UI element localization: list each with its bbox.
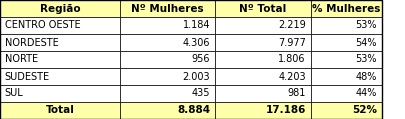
Bar [310,85,381,102]
Bar [0,85,119,102]
Bar [0,51,119,68]
Bar [310,68,381,85]
Bar [215,34,310,51]
Text: 1.184: 1.184 [182,20,210,30]
Bar [0,68,119,85]
Text: 52%: 52% [351,106,376,116]
Text: CENTRO OESTE: CENTRO OESTE [5,20,80,30]
Bar [310,51,381,68]
Text: NORDESTE: NORDESTE [5,37,58,47]
Bar [0,34,119,51]
Bar [119,85,215,102]
Text: Total: Total [45,106,74,116]
Text: 7.977: 7.977 [277,37,305,47]
Bar [310,0,381,17]
Text: 981: 981 [287,89,305,99]
Bar [119,68,215,85]
Bar [215,0,310,17]
Bar [310,34,381,51]
Text: 53%: 53% [354,20,376,30]
Text: Nº Total: Nº Total [239,3,286,13]
Text: % Mulheres: % Mulheres [311,3,379,13]
Text: NORTE: NORTE [5,55,38,64]
Bar [310,102,381,119]
Bar [0,0,119,17]
Text: Nº Mulheres: Nº Mulheres [131,3,203,13]
Bar [215,51,310,68]
Bar [119,0,215,17]
Text: SUL: SUL [5,89,23,99]
Bar [310,17,381,34]
Text: 48%: 48% [354,72,376,82]
Text: 4.306: 4.306 [182,37,210,47]
Text: 2.219: 2.219 [277,20,305,30]
Bar [0,102,119,119]
Bar [119,102,215,119]
Bar [215,85,310,102]
Text: 956: 956 [191,55,210,64]
Bar [215,68,310,85]
Text: 435: 435 [191,89,210,99]
Text: 4.203: 4.203 [277,72,305,82]
Text: 53%: 53% [354,55,376,64]
Text: 8.884: 8.884 [177,106,210,116]
Text: 54%: 54% [354,37,376,47]
Text: SUDESTE: SUDESTE [5,72,50,82]
Text: 2.003: 2.003 [182,72,210,82]
Text: 17.186: 17.186 [265,106,305,116]
Bar [119,51,215,68]
Bar [119,34,215,51]
Text: Região: Região [39,3,80,13]
Bar [0,17,119,34]
Bar [215,102,310,119]
Text: 44%: 44% [354,89,376,99]
Bar [215,17,310,34]
Bar [119,17,215,34]
Text: 1.806: 1.806 [277,55,305,64]
